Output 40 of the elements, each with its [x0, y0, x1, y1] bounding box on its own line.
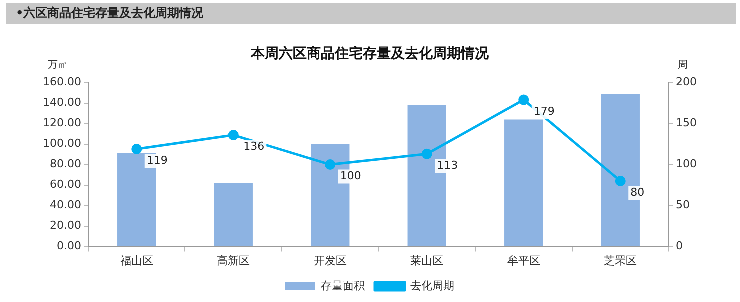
point [422, 148, 432, 160]
y-tick-label: 40.00 [50, 198, 82, 212]
bar [504, 120, 544, 246]
y2-axis-title: 周 [678, 59, 688, 72]
point [518, 94, 530, 106]
y-tick-label: 100.00 [42, 137, 82, 150]
data-label: 113 [437, 159, 458, 172]
y-axis-title: 万㎡ [48, 59, 68, 72]
point [228, 130, 239, 141]
legend-label: 去化周期 [410, 279, 454, 292]
x-tick-label: 莱山区 [410, 254, 444, 268]
point [615, 176, 626, 186]
y-tick-label: 80.00 [50, 158, 82, 171]
y-tick-label: 60.00 [50, 178, 82, 192]
data-label: 100 [340, 170, 362, 183]
chart-subtitle: •六区商品住宅存量及去化周期情况 [6, 3, 736, 24]
data-label: 119 [146, 154, 168, 168]
y2-tick-label: 100 [676, 158, 698, 171]
data-label: 80 [630, 186, 645, 200]
y-tick-label: 160.00 [42, 76, 82, 89]
y2-tick-label: 200 [676, 76, 698, 89]
x-tick-label: 高新区 [217, 254, 250, 268]
point [132, 144, 142, 154]
legend-label: 存量面积 [321, 279, 365, 292]
point [325, 160, 336, 170]
y-tick-label: 20.00 [50, 219, 82, 232]
y-tick-label: 120.00 [42, 116, 82, 130]
data-label: 179 [534, 104, 555, 118]
bar [214, 183, 253, 246]
x-tick-label: 开发区 [314, 254, 347, 268]
data-label: 136 [244, 140, 265, 154]
y2-tick-label: 150 [676, 116, 698, 130]
y2-tick-label: 0 [676, 240, 684, 253]
x-tick-label: 牟平区 [507, 254, 540, 268]
x-tick-label: 福山区 [120, 254, 154, 268]
y-tick-label: 0.00 [56, 240, 82, 253]
y-tick-label: 140.00 [42, 96, 82, 110]
y2-tick-label: 50 [676, 198, 690, 212]
x-tick-label: 芝罘区 [604, 254, 638, 268]
chart-title: 本周六区商品住宅存量及去化周期情况 [250, 45, 490, 62]
